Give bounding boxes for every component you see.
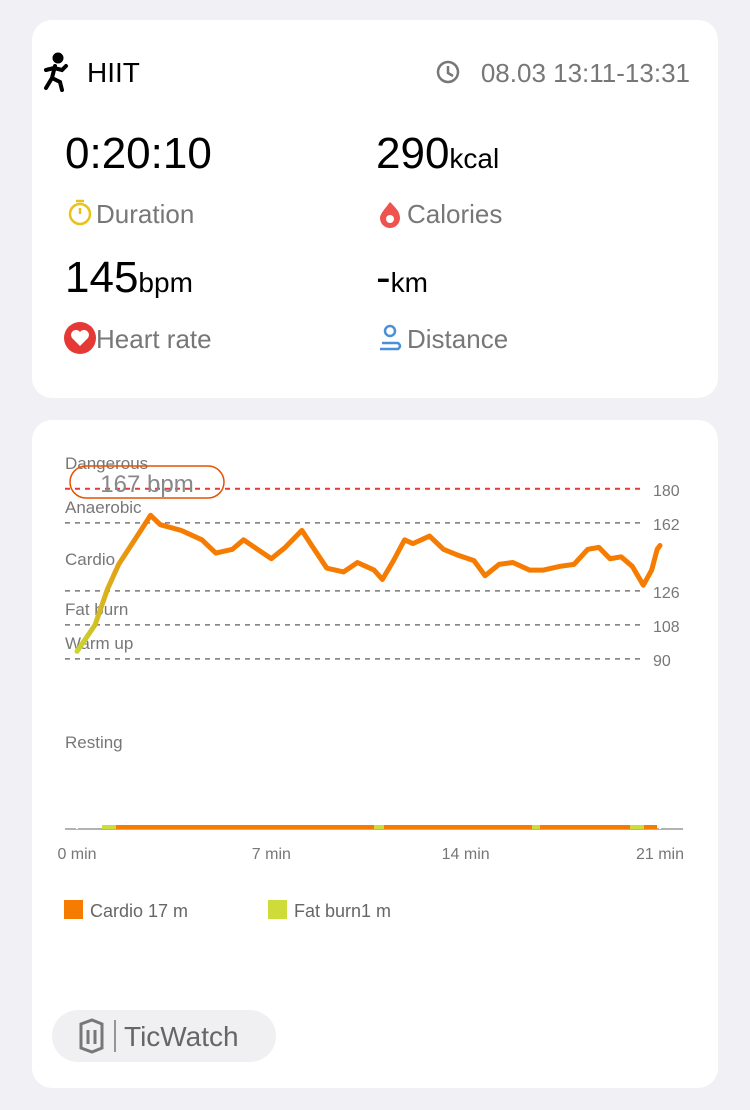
zone-label: Dangerous xyxy=(65,454,148,473)
unit: bpm xyxy=(138,267,192,298)
fire-icon xyxy=(380,202,400,228)
summary-card xyxy=(32,20,718,398)
calories-label: Calories xyxy=(407,199,502,229)
zone-label: Anaerobic xyxy=(65,498,142,517)
y-tick-label: 180 xyxy=(653,483,680,500)
chart-card xyxy=(32,420,718,1088)
x-tick-label: 0 min xyxy=(57,846,96,863)
timer-icon xyxy=(68,199,92,226)
activity: HIIT xyxy=(87,57,140,88)
max-label-box xyxy=(69,465,225,499)
legend-label: Cardio 17 m xyxy=(90,901,188,921)
heart-rate-label: Heart rate xyxy=(96,324,212,354)
zone-label: Cardio xyxy=(65,550,115,569)
brand-icon xyxy=(79,1018,104,1054)
zone-label: Resting xyxy=(65,733,123,752)
x-tick-label: 7 min xyxy=(252,846,291,863)
run-icon xyxy=(44,52,68,92)
heart-rate-value: 145bpm xyxy=(65,253,193,302)
y-tick-label: 162 xyxy=(653,517,680,534)
distance-label: Distance xyxy=(407,324,508,354)
y-tick-label: 108 xyxy=(653,619,680,636)
heart-icon xyxy=(64,322,96,354)
value: 145 xyxy=(65,253,138,302)
time-range: 08.03 13:11-13:31 xyxy=(481,58,690,88)
zone-strip-part xyxy=(532,825,540,829)
value: 290 xyxy=(376,129,449,178)
y-tick-label: 90 xyxy=(653,653,671,670)
heart-rate-line xyxy=(74,512,663,654)
x-tick-label: 14 min xyxy=(442,846,490,863)
distance-value: -km xyxy=(376,253,428,302)
zone-strip-part xyxy=(102,825,116,829)
brand-button[interactable] xyxy=(52,1010,276,1062)
zone-label: Fat burn xyxy=(65,600,128,619)
x-tick-label: 21 min xyxy=(636,846,684,863)
clock-icon xyxy=(436,60,460,84)
value: - xyxy=(376,253,391,302)
y-tick-label: 126 xyxy=(653,585,680,602)
duration-label: Duration xyxy=(96,199,194,229)
duration-value: 0:20:10 xyxy=(65,129,212,178)
zone-strip-part xyxy=(630,825,644,829)
calories-value: 290kcal xyxy=(376,129,499,178)
unit: kcal xyxy=(449,143,499,174)
legend-label: Fat burn1 m xyxy=(294,901,391,921)
legend-swatch xyxy=(64,900,83,919)
zone-strip-part xyxy=(374,825,384,829)
unit: km xyxy=(391,267,428,298)
max-label: 167 bpm xyxy=(100,471,193,498)
legend-swatch xyxy=(268,900,287,919)
distance-icon xyxy=(380,324,402,351)
brand-name: TicWatch xyxy=(124,1021,239,1052)
